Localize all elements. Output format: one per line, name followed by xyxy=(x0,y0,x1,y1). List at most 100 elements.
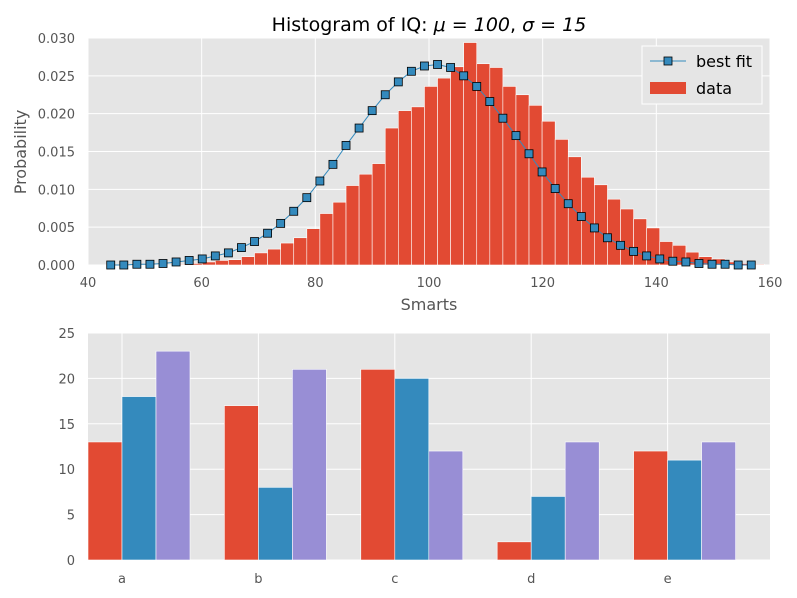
grouped-bar xyxy=(258,487,293,561)
legend-best-fit-label: best fit xyxy=(696,52,752,71)
best-fit-point xyxy=(263,228,272,238)
category-label: d xyxy=(527,572,535,587)
grouped-bar xyxy=(530,496,566,561)
grouped-bar xyxy=(155,350,191,561)
category-label: a xyxy=(118,572,126,587)
y-tick-label: 0.015 xyxy=(38,146,75,161)
histogram-bar xyxy=(424,86,438,266)
histogram-bar xyxy=(541,120,556,266)
grouped-bar xyxy=(701,441,736,561)
x-tick-label: 120 xyxy=(530,276,555,291)
best-fit-point xyxy=(446,63,455,72)
best-fit-point xyxy=(420,61,429,71)
best-fit-point xyxy=(276,218,286,228)
grouped-bar-y-ticks: 0 5 10 15 20 25 xyxy=(58,327,75,569)
best-fit-point xyxy=(498,113,508,123)
best-fit-point xyxy=(315,176,325,186)
grouped-bar xyxy=(633,450,668,561)
histogram-y-ticks: 0.000 0.005 0.010 0.015 0.020 0.025 0.030 xyxy=(38,32,75,274)
title-mu: μ = 100 xyxy=(433,14,510,36)
histogram-bar xyxy=(450,66,464,266)
histogram-bar xyxy=(384,127,399,266)
category-label: c xyxy=(391,572,398,587)
best-fit-point xyxy=(694,259,704,268)
histogram-bar xyxy=(437,77,451,266)
best-fit-point xyxy=(629,246,638,256)
best-fit-point xyxy=(171,257,181,267)
x-tick-label: 40 xyxy=(80,276,97,291)
grouped-bar xyxy=(394,378,430,561)
best-fit-point xyxy=(668,256,678,266)
best-fit-point xyxy=(655,254,665,264)
best-fit-point xyxy=(184,256,194,265)
best-fit-point xyxy=(433,60,442,69)
y-tick-label: 0.030 xyxy=(38,32,75,47)
histogram-bar xyxy=(398,110,412,266)
histogram-bar xyxy=(306,228,321,266)
histogram-bar xyxy=(332,201,347,266)
histogram-bar xyxy=(241,256,255,266)
x-tick-label: 100 xyxy=(417,276,442,291)
y-tick-label: 0.005 xyxy=(38,221,75,236)
histogram-x-axis-label: Smarts xyxy=(401,295,458,314)
grouped-bar xyxy=(428,450,464,561)
best-fit-point xyxy=(145,259,155,269)
grouped-bar xyxy=(224,405,259,561)
best-fit-point xyxy=(707,259,717,269)
category-label: e xyxy=(664,572,672,587)
best-fit-point xyxy=(589,223,599,233)
y-tick-label: 0 xyxy=(67,554,75,569)
best-fit-point xyxy=(380,90,390,100)
best-fit-point xyxy=(524,149,534,159)
category-label: b xyxy=(254,572,262,587)
best-fit-point xyxy=(106,260,116,270)
legend-data-label: data xyxy=(696,79,732,98)
best-fit-point xyxy=(616,240,625,250)
histogram-bar xyxy=(267,248,281,266)
grouped-bar xyxy=(667,459,702,561)
best-fit-point xyxy=(341,141,351,150)
grouped-bar xyxy=(121,396,157,561)
y-tick-label: 10 xyxy=(58,463,75,478)
grouped-bar xyxy=(360,369,396,561)
histogram-title: Histogram of IQ: μ = 100, σ = 15 xyxy=(272,14,587,36)
grouped-bar xyxy=(87,441,123,561)
best-fit-point xyxy=(720,259,730,269)
y-tick-label: 0.010 xyxy=(38,183,75,198)
best-fit-point xyxy=(132,259,142,269)
x-tick-label: 60 xyxy=(193,276,210,291)
x-tick-label: 140 xyxy=(644,276,669,291)
best-fit-point xyxy=(197,254,207,264)
best-fit-point xyxy=(406,66,416,76)
y-tick-label: 25 xyxy=(58,327,75,342)
best-fit-point xyxy=(642,251,652,261)
histogram-bar xyxy=(254,252,268,266)
grouped-bar xyxy=(564,441,600,561)
histogram-legend: best fit data xyxy=(641,45,763,105)
legend-best-fit-marker-icon xyxy=(663,56,673,66)
histogram-bar xyxy=(489,67,504,266)
grouped-bar xyxy=(292,369,327,561)
best-fit-point xyxy=(459,71,469,81)
histogram-panel: 40 60 80 100 120 140 160 0.0000.0050.0100.0150… xyxy=(11,14,782,314)
y-tick-label: 0.000 xyxy=(38,259,75,274)
histogram-bar xyxy=(228,259,242,266)
histogram-bar xyxy=(215,260,229,266)
best-fit-point xyxy=(576,212,586,221)
best-fit-point xyxy=(354,123,364,133)
x-tick-label: 80 xyxy=(307,276,324,291)
histogram-bar xyxy=(528,105,543,266)
best-fit-point xyxy=(472,82,482,91)
histogram-bar xyxy=(502,86,517,266)
best-fit-point xyxy=(302,193,312,203)
best-fit-line-group xyxy=(106,60,756,270)
best-fit-point xyxy=(563,199,573,209)
histogram-bar xyxy=(345,185,360,266)
y-tick-label: 5 xyxy=(67,509,75,524)
histogram-bar xyxy=(319,213,334,266)
best-fit-point xyxy=(485,97,495,106)
histogram-bar xyxy=(567,156,582,266)
legend-frame xyxy=(641,45,763,105)
histogram-bar xyxy=(620,208,634,266)
grouped-bar xyxy=(496,541,532,561)
